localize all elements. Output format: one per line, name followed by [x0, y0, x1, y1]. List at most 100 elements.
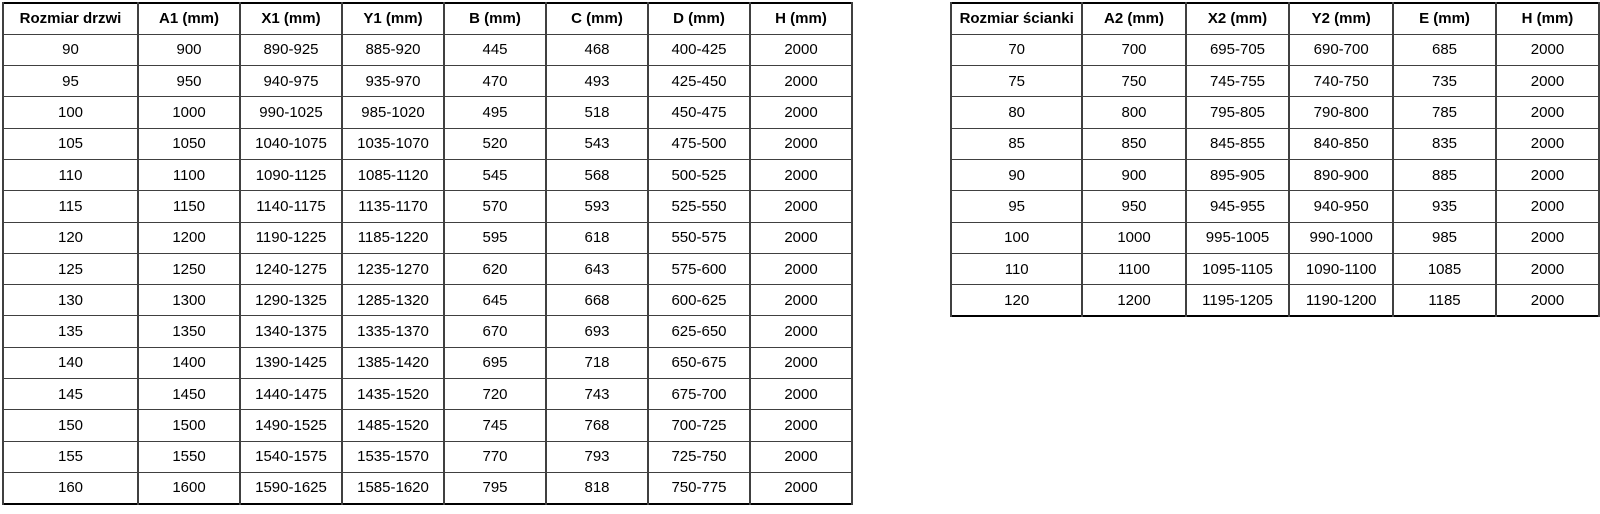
table-cell: 790-800 — [1288, 96, 1395, 129]
table-cell: 1350 — [137, 315, 241, 348]
table-cell: 935-970 — [341, 65, 445, 98]
column-header: H (mm) — [749, 2, 853, 35]
table-cell: 675-700 — [647, 378, 751, 411]
table-cell: 518 — [545, 96, 649, 129]
table-cell: 2000 — [749, 284, 853, 317]
table-cell: 120 — [2, 221, 139, 254]
table-cell: 885-920 — [341, 33, 445, 67]
table-row: 80 800 795-805 790-800 785 2000 — [949, 96, 1600, 129]
table-cell: 600-625 — [647, 284, 751, 317]
table-cell: 1195-1205 — [1184, 284, 1291, 317]
table-cell: 2000 — [1494, 65, 1600, 98]
table-cell: 840-850 — [1288, 127, 1395, 160]
table-row: 140 1400 1390-1425 1385-1420 695 718 650-675 20… — [2, 346, 853, 380]
table-cell: 1235-1270 — [341, 252, 445, 286]
table-cell: 1200 — [1081, 284, 1187, 317]
table-cell: 575-600 — [647, 252, 751, 286]
table-cell: 525-550 — [647, 190, 751, 223]
table-row: 120 1200 1190-1225 1185-1220 595 618 550-575 20… — [2, 221, 853, 254]
table-row: 110 1100 1095-1105 1090-1100 1085 2000 — [949, 252, 1600, 286]
table-cell: 1435-1520 — [341, 378, 445, 411]
column-header: X1 (mm) — [239, 2, 343, 35]
table-cell: 743 — [545, 378, 649, 411]
table-cell: 140 — [2, 346, 139, 380]
table-cell: 1040-1075 — [239, 127, 343, 160]
table-cell: 1100 — [1081, 252, 1187, 286]
table-cell: 1095-1105 — [1184, 252, 1291, 286]
table-cell: 890-900 — [1288, 158, 1395, 192]
table-cell: 795 — [443, 471, 547, 505]
table-row: 90 900 895-905 890-900 885 2000 — [949, 158, 1600, 192]
table-cell: 695-705 — [1184, 33, 1291, 67]
table-cell: 725-750 — [647, 440, 751, 473]
door-size-table: Rozmiar drzwi A1 (mm) X1 (mm) Y1 (mm) B (mm)… — [2, 2, 853, 505]
table-cell: 75 — [949, 65, 1084, 98]
table-cell: 90 — [949, 158, 1084, 192]
table-cell: 2000 — [1494, 127, 1600, 160]
table-cell: 745 — [443, 409, 547, 442]
table-row: 95 950 945-955 940-950 935 2000 — [949, 190, 1600, 223]
table-cell: 2000 — [1494, 158, 1600, 192]
column-header: H (mm) — [1494, 2, 1600, 35]
table-cell: 735 — [1392, 65, 1497, 98]
table-cell: 845-855 — [1184, 127, 1291, 160]
table-cell: 2000 — [749, 378, 853, 411]
table-cell: 70 — [949, 33, 1084, 67]
table-cell: 668 — [545, 284, 649, 317]
table-row: 95 950 940-975 935-970 470 493 425-450 2000 — [2, 65, 853, 98]
table-row: 85 850 845-855 840-850 835 2000 — [949, 127, 1600, 160]
table-cell: 2000 — [1494, 252, 1600, 286]
table-cell: 1600 — [137, 471, 241, 505]
table-cell: 1240-1275 — [239, 252, 343, 286]
table-cell: 95 — [949, 190, 1084, 223]
column-header: X2 (mm) — [1184, 2, 1291, 35]
table-cell: 1550 — [137, 440, 241, 473]
table-cell: 995-1005 — [1184, 221, 1291, 254]
column-header: D (mm) — [647, 2, 751, 35]
column-header: Y1 (mm) — [341, 2, 445, 35]
table-cell: 768 — [545, 409, 649, 442]
table-cell: 1440-1475 — [239, 378, 343, 411]
table-cell: 700-725 — [647, 409, 751, 442]
table-cell: 645 — [443, 284, 547, 317]
table-cell: 568 — [545, 158, 649, 192]
table-cell: 1390-1425 — [239, 346, 343, 380]
table-cell: 1285-1320 — [341, 284, 445, 317]
table-cell: 1000 — [1081, 221, 1187, 254]
table-cell: 850 — [1081, 127, 1187, 160]
table-cell: 100 — [2, 96, 139, 129]
column-header: A1 (mm) — [137, 2, 241, 35]
table-cell: 990-1000 — [1288, 221, 1395, 254]
table-cell: 818 — [545, 471, 649, 505]
table-row: 115 1150 1140-1175 1135-1170 570 593 525-550 20… — [2, 190, 853, 223]
table-cell: 425-450 — [647, 65, 751, 98]
table-cell: 450-475 — [647, 96, 751, 129]
table-cell: 400-425 — [647, 33, 751, 67]
table-cell: 550-575 — [647, 221, 751, 254]
table-cell: 945-955 — [1184, 190, 1291, 223]
table-cell: 618 — [545, 221, 649, 254]
table-cell: 1035-1070 — [341, 127, 445, 160]
table-cell: 470 — [443, 65, 547, 98]
table-cell: 693 — [545, 315, 649, 348]
table-row: 100 1000 995-1005 990-1000 985 2000 — [949, 221, 1600, 254]
table-cell: 895-905 — [1184, 158, 1291, 192]
table-cell: 100 — [949, 221, 1084, 254]
table-cell: 2000 — [1494, 190, 1600, 223]
table-row: 160 1600 1590-1625 1585-1620 795 818 750-775 20… — [2, 471, 853, 505]
wall-size-table: Rozmiar ścianki A2 (mm) X2 (mm) Y2 (mm) E (m… — [949, 2, 1600, 317]
header-row: Rozmiar drzwi A1 (mm) X1 (mm) Y1 (mm) B (mm)… — [2, 2, 853, 35]
table-cell: 1300 — [137, 284, 241, 317]
table-cell: 940-950 — [1288, 190, 1395, 223]
table-cell: 900 — [137, 33, 241, 67]
table-row: 130 1300 1290-1325 1285-1320 645 668 600-625 20… — [2, 284, 853, 317]
table-cell: 1150 — [137, 190, 241, 223]
table-row: 145 1450 1440-1475 1435-1520 720 743 675-700 20… — [2, 378, 853, 411]
table-row: 125 1250 1240-1275 1235-1270 620 643 575-600 20… — [2, 252, 853, 286]
table-cell: 593 — [545, 190, 649, 223]
column-header: B (mm) — [443, 2, 547, 35]
table-cell: 1485-1520 — [341, 409, 445, 442]
table-row: 75 750 745-755 740-750 735 2000 — [949, 65, 1600, 98]
table-cell: 2000 — [749, 33, 853, 67]
